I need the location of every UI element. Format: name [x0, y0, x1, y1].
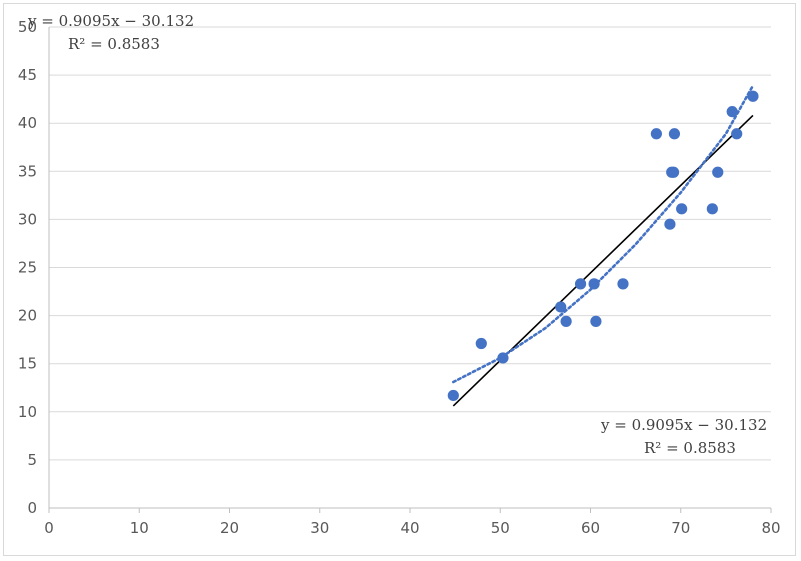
r-squared-line: R² = 0.8583 [644, 439, 736, 457]
data-point [676, 203, 688, 215]
data-point [560, 315, 572, 327]
y-tick-label: 10 [18, 403, 37, 421]
data-point [574, 278, 587, 290]
data-point [726, 106, 738, 118]
data-point [664, 218, 676, 230]
data-point [588, 278, 600, 290]
x-tick-label: 0 [44, 519, 54, 537]
x-tick-label: 10 [130, 519, 149, 537]
data-point [447, 389, 459, 402]
data-point [731, 128, 743, 140]
data-point [590, 315, 602, 327]
data-point [668, 128, 681, 140]
data-point [667, 166, 680, 178]
data-point [497, 352, 509, 364]
y-tick-label: 45 [18, 66, 37, 84]
y-tick-label: 20 [18, 307, 37, 325]
equation-annotation-top-left: y = 0.9095x − 30.132 R² = 0.8583 [27, 12, 194, 53]
data-point [555, 301, 567, 313]
x-tick-label: 30 [310, 519, 329, 537]
data-point [706, 203, 718, 215]
x-tick-label: 50 [491, 519, 510, 537]
r-squared-line: R² = 0.8583 [68, 35, 160, 53]
data-points [447, 90, 759, 402]
chart-frame [3, 3, 796, 556]
gridlines [49, 26, 771, 461]
data-point [712, 166, 724, 178]
polynomial-trendline [452, 84, 755, 384]
tick-labels: 0 5 10 15 20 25 30 35 40 45 50 0 10 20 30 40 50 60 70 80 [18, 18, 781, 537]
x-tick-label: 40 [400, 519, 419, 537]
y-tick-label: 30 [18, 210, 37, 228]
x-tick-label: 60 [581, 519, 600, 537]
y-tick-label: 40 [18, 114, 37, 132]
x-tick-label: 80 [761, 519, 780, 537]
y-tick-label: 5 [27, 451, 37, 469]
x-tick-label: 70 [671, 519, 690, 537]
x-tick-label: 20 [220, 519, 239, 537]
equation-annotation-bottom-right: y = 0.9095x − 30.132 R² = 0.8583 [600, 416, 767, 457]
axes [48, 27, 772, 513]
y-tick-label: 35 [18, 162, 37, 180]
y-tick-label: 50 [18, 18, 37, 36]
y-tick-label: 15 [18, 355, 37, 373]
y-tick-label: 0 [27, 499, 37, 517]
data-point [650, 128, 662, 140]
y-tick-label: 25 [18, 259, 37, 277]
equation-line: y = 0.9095x − 30.132 [600, 416, 767, 434]
data-point [747, 90, 759, 102]
equation-line: y = 0.9095x − 30.132 [27, 12, 194, 30]
data-point [475, 337, 487, 350]
data-point [617, 278, 629, 290]
